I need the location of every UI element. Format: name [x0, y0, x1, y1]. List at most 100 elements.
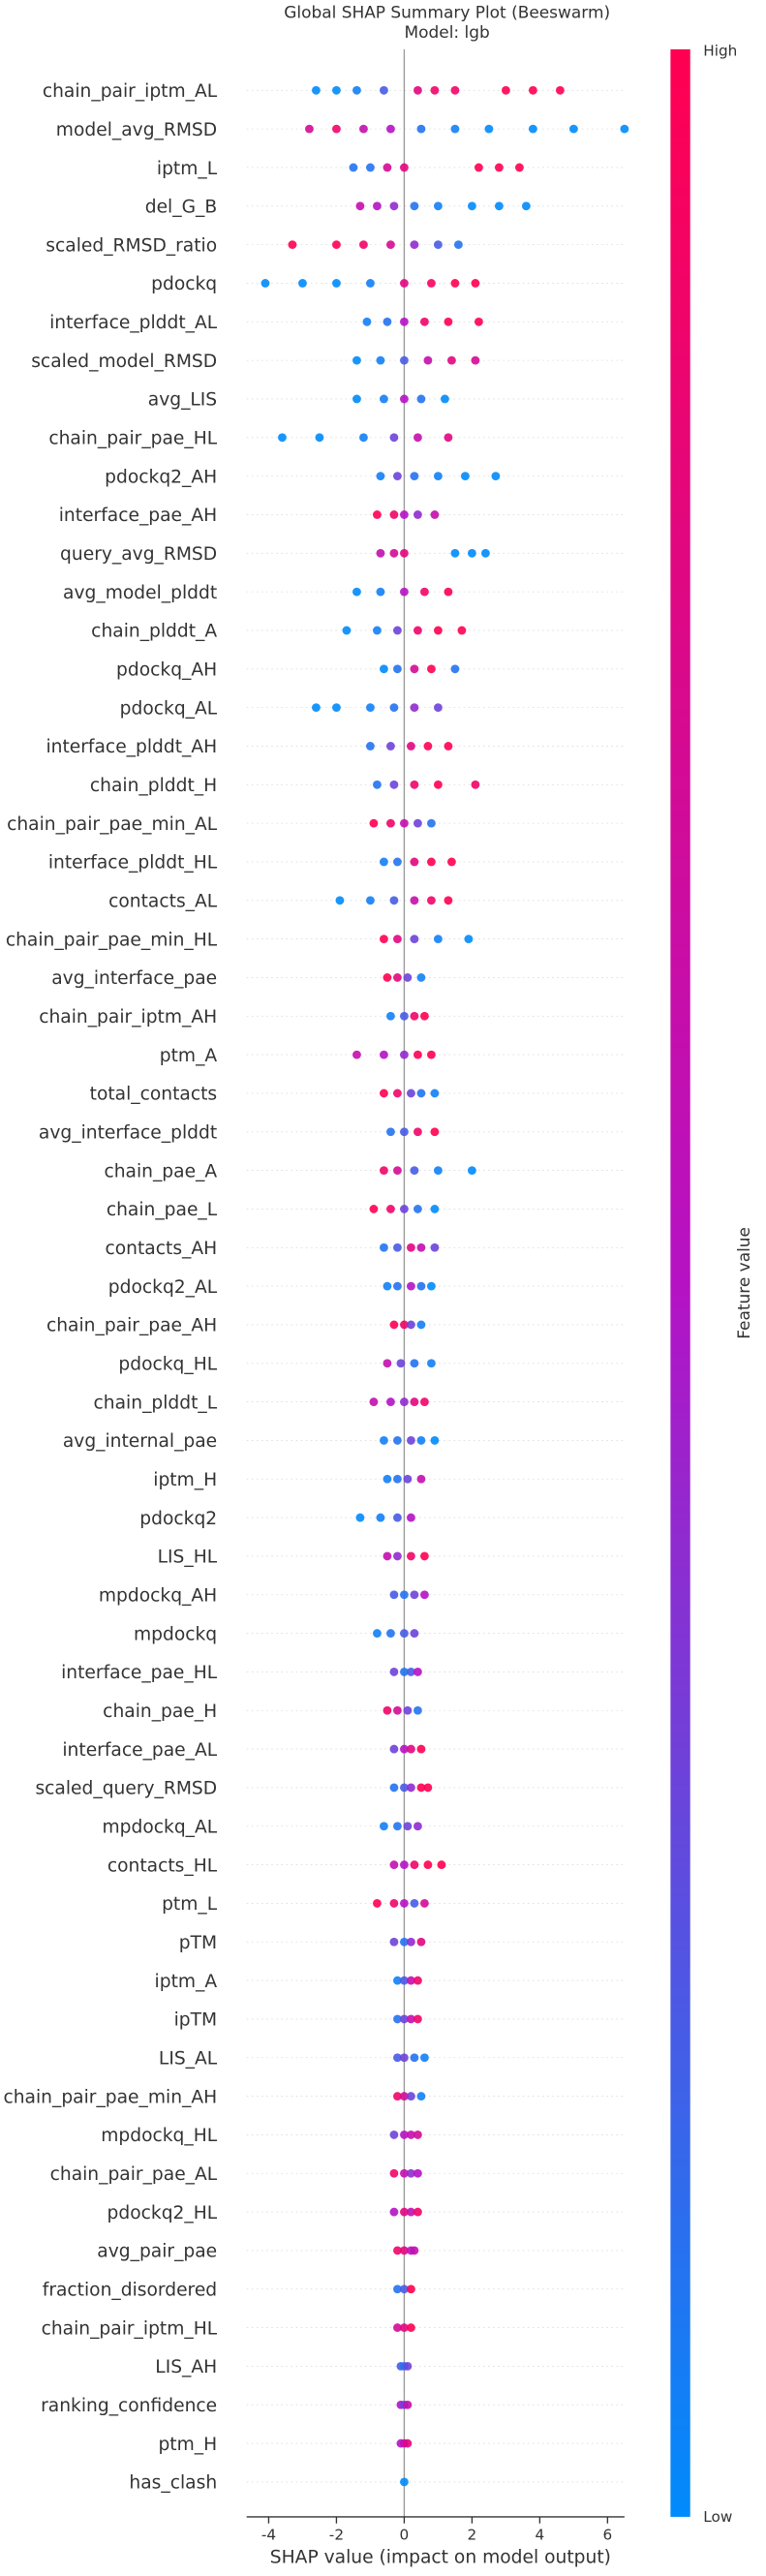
shap-point [380, 1242, 388, 1252]
shap-point [414, 1127, 422, 1137]
shap-point [383, 1474, 392, 1484]
shap-point [389, 201, 399, 211]
shap-point [410, 935, 419, 944]
shap-point [400, 1899, 409, 1908]
shap-point [386, 1629, 395, 1639]
chart-subtitle: Model: lgb [405, 22, 490, 42]
shap-point [380, 85, 388, 95]
shap-point [393, 664, 402, 674]
feature-label: pdockq2_AL [108, 1277, 218, 1298]
feature-label: iptm_A [155, 1972, 218, 1992]
feature-label: chain_pair_pae_min_AL [7, 814, 218, 835]
shap-point [414, 2014, 422, 2024]
shap-point [420, 1899, 429, 1908]
shap-point [403, 2361, 413, 2371]
shap-point [440, 394, 449, 404]
shap-point [450, 664, 460, 674]
feature-label: mpdockq [134, 1624, 217, 1644]
shap-point [393, 2246, 402, 2255]
shap-point [376, 355, 385, 365]
shap-point [389, 896, 399, 905]
shap-point [400, 163, 409, 172]
shap-point [393, 1281, 402, 1291]
shap-point [393, 2092, 402, 2101]
shap-point [407, 1937, 415, 1947]
feature-label: contacts_AH [106, 1239, 218, 1259]
shap-point [416, 394, 426, 404]
feature-label: interface_pae_HL [61, 1663, 218, 1683]
shap-point [444, 433, 453, 443]
shap-point [414, 433, 422, 443]
shap-point [400, 2246, 409, 2255]
shap-point [380, 1089, 388, 1098]
feature-label: contacts_AL [108, 892, 218, 912]
shap-point [332, 124, 341, 134]
feature-label: iptm_L [157, 159, 218, 179]
shap-point [369, 1397, 379, 1407]
feature-label: scaled_query_RMSD [35, 1779, 217, 1799]
shap-point [410, 201, 419, 211]
shap-point [403, 2438, 413, 2448]
shap-point [423, 355, 433, 365]
shap-point [386, 1127, 395, 1137]
feature-label: LIS_AL [159, 2049, 218, 2070]
shap-point [444, 317, 453, 326]
feature-label: query_avg_RMSD [60, 544, 217, 565]
feature-label: ptm_H [158, 2435, 217, 2455]
shap-point [389, 548, 399, 558]
shap-point [359, 433, 368, 443]
shap-point [386, 240, 395, 250]
shap-point [416, 1320, 426, 1330]
shap-point [410, 1899, 419, 1908]
shap-point [389, 1320, 399, 1330]
shap-point [383, 1551, 392, 1561]
shap-point [407, 1281, 415, 1291]
shap-point [393, 626, 402, 635]
shap-point [355, 201, 365, 211]
feature-label: chain_pae_L [107, 1200, 218, 1220]
shap-point [416, 1089, 426, 1098]
shap-point [366, 163, 375, 172]
shap-point [389, 1860, 399, 1869]
shap-point [342, 626, 352, 635]
shap-point [373, 201, 382, 211]
shap-point [380, 1050, 388, 1059]
shap-point [389, 703, 399, 713]
shap-point [410, 1397, 419, 1407]
feature-label: total_contacts [90, 1085, 218, 1105]
shap-point [433, 201, 443, 211]
shap-point [407, 1783, 415, 1793]
shap-point [430, 510, 440, 519]
shap-point [568, 124, 578, 134]
shap-point [400, 1744, 409, 1754]
shap-point [414, 1205, 422, 1213]
shap-point [427, 664, 436, 674]
shap-point [332, 240, 341, 250]
shap-point [471, 355, 480, 365]
shap-point [400, 1397, 409, 1407]
shap-point [410, 1860, 419, 1869]
shap-point [433, 780, 443, 789]
feature-label: ipTM [174, 2010, 218, 2031]
shap-point [389, 433, 399, 443]
shap-point [383, 317, 392, 326]
shap-point [407, 1320, 415, 1330]
shap-point [380, 394, 388, 404]
shap-point [444, 896, 453, 905]
shap-point [410, 240, 419, 250]
shap-point [380, 1822, 388, 1831]
shap-point [450, 85, 460, 95]
feature-label: has_clash [129, 2473, 217, 2494]
shap-point [403, 1474, 413, 1484]
shap-point [514, 163, 524, 172]
shap-point [407, 1551, 415, 1561]
feature-label: chain_pae_H [103, 1702, 217, 1722]
shap-point [474, 317, 483, 326]
shap-point [386, 124, 395, 134]
shap-point [362, 317, 372, 326]
shap-point [450, 279, 460, 288]
shap-point [446, 857, 456, 867]
shap-point [389, 1668, 399, 1676]
